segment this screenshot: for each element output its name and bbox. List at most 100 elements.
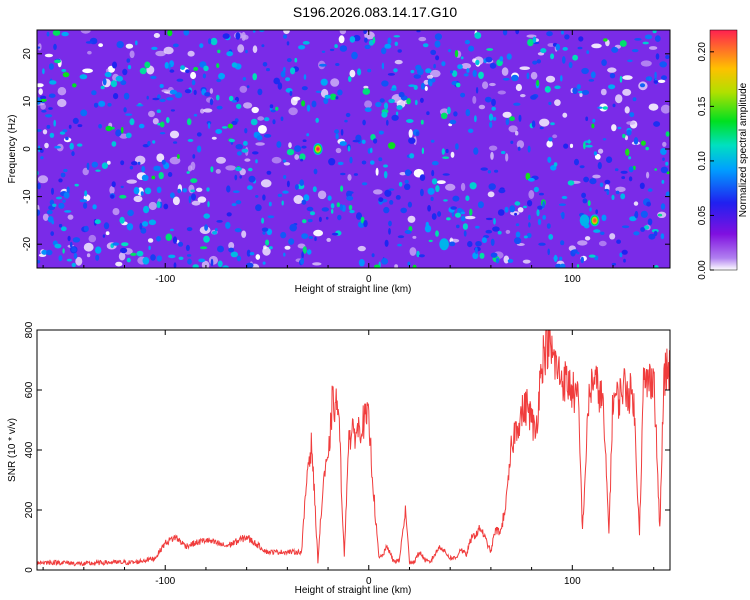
heatmap-noise-patch [118, 252, 126, 261]
heatmap-speckle [581, 192, 586, 198]
heatmap-noise-patch [394, 264, 398, 268]
heatmap-speckle [270, 109, 276, 113]
heatmap-speckle [63, 192, 70, 199]
heatmap-speckle [592, 118, 596, 123]
heatmap-speckle [406, 119, 414, 123]
heatmap-speckle [265, 239, 270, 246]
heatmap-noise-patch [129, 50, 135, 59]
heatmap-speckle [665, 191, 670, 197]
heatmap-speckle [502, 30, 508, 36]
heatmap-speckle [360, 216, 365, 224]
heatmap-noise-patch [228, 242, 235, 250]
heatmap-speckle [612, 103, 616, 108]
heatmap-speckle [407, 201, 412, 208]
heatmap-speckle [289, 90, 293, 96]
heatmap-speckle [622, 133, 626, 139]
colorbar-tick-label: 0.15 [697, 96, 708, 116]
heatmap-speckle [294, 184, 299, 190]
heatmap-noise-patch [37, 83, 44, 88]
heatmap-speckle [428, 239, 433, 243]
heatmap-speckle [267, 215, 275, 219]
heatmap-speckle [115, 129, 122, 137]
heatmap-speckle [468, 45, 475, 52]
heatmap-speckle [37, 46, 41, 49]
heatmap-noise-patch [80, 30, 91, 34]
heatmap-speckle [418, 254, 425, 258]
heatmap-speckle [192, 264, 199, 268]
snr-line-group [37, 330, 670, 567]
x-tick-label: 100 [564, 576, 581, 587]
heatmap-speckle [374, 264, 380, 268]
heatmap-speckle [261, 227, 269, 232]
heatmap-speckle [559, 256, 563, 261]
heatmap-speckle [415, 64, 422, 71]
heatmap-speckle [514, 237, 522, 245]
heatmap-speckle [604, 179, 611, 185]
heatmap-speckle [65, 136, 69, 141]
colorbar-tick-label: 0.05 [697, 205, 708, 225]
heatmap-speckle [601, 214, 607, 221]
heatmap-speckle [349, 156, 353, 164]
heatmap-speckle [159, 84, 164, 88]
heatmap-speckle [125, 113, 133, 116]
heatmap-speckle [151, 175, 156, 180]
heatmap-speckle [49, 80, 57, 85]
heatmap-speckle [226, 51, 234, 57]
heatmap-speckle [499, 56, 504, 62]
heatmap-speckle [244, 128, 248, 134]
heatmap-speckle [547, 248, 550, 256]
heatmap-speckle [196, 132, 202, 137]
heatmap-speckle [619, 75, 623, 83]
heatmap-speckle [404, 179, 409, 184]
heatmap-speckle [139, 67, 147, 75]
heatmap-speckle [460, 215, 466, 222]
heatmap-noise-patch [153, 33, 160, 38]
heatmap-speckle [564, 34, 570, 40]
heatmap-speckle [301, 233, 309, 240]
heatmap-speckle [95, 169, 101, 172]
heatmap-speckle [119, 194, 127, 199]
heatmap-speckle [577, 46, 583, 50]
heatmap-speckle [37, 97, 42, 105]
heatmap-peak-core [442, 242, 446, 246]
heatmap-speckle [582, 198, 588, 204]
heatmap-speckle [474, 115, 477, 123]
heatmap-speckle [214, 228, 218, 232]
heatmap-speckle [312, 186, 317, 193]
heatmap-speckle [550, 53, 555, 60]
heatmap-speckle [173, 43, 179, 48]
heatmap-noise-patch [594, 153, 601, 160]
heatmap-speckle [398, 181, 403, 187]
heatmap-speckle [494, 169, 499, 173]
heatmap-noise-patch [607, 67, 617, 73]
heatmap-noise-patch [37, 175, 49, 184]
heatmap-speckle [79, 199, 88, 203]
heatmap-noise-patch [38, 88, 43, 95]
heatmap-noise-patch [105, 68, 110, 73]
heatmap-speckle [560, 240, 565, 246]
y-tick-label: 20 [22, 48, 33, 60]
heatmap-noise-patch [502, 111, 512, 118]
y-tick-label: 800 [24, 321, 35, 338]
heatmap-speckle [420, 119, 424, 125]
heatmap-noise-patch [338, 35, 345, 44]
heatmap-speckle [306, 206, 314, 212]
heatmap-noise-patch [648, 103, 659, 111]
heatmap-speckle [246, 249, 251, 257]
heatmap-speckle [340, 129, 344, 136]
heatmap-speckle [424, 225, 432, 233]
heatmap-speckle [266, 68, 270, 72]
heatmap-noise-patch [88, 234, 97, 243]
heatmap-noise-patch [515, 130, 519, 136]
heatmap-speckle [362, 119, 366, 126]
heatmap-speckle [431, 169, 435, 177]
heatmap-speckle [139, 223, 143, 230]
heatmap-speckle [62, 199, 66, 203]
heatmap-speckle [188, 195, 192, 204]
heatmap-speckle [69, 241, 73, 249]
heatmap-speckle [477, 201, 484, 209]
heatmap-speckle [553, 254, 558, 262]
heatmap-speckle [348, 204, 353, 211]
heatmap-speckle [286, 180, 290, 188]
heatmap-noise-patch [562, 112, 568, 118]
